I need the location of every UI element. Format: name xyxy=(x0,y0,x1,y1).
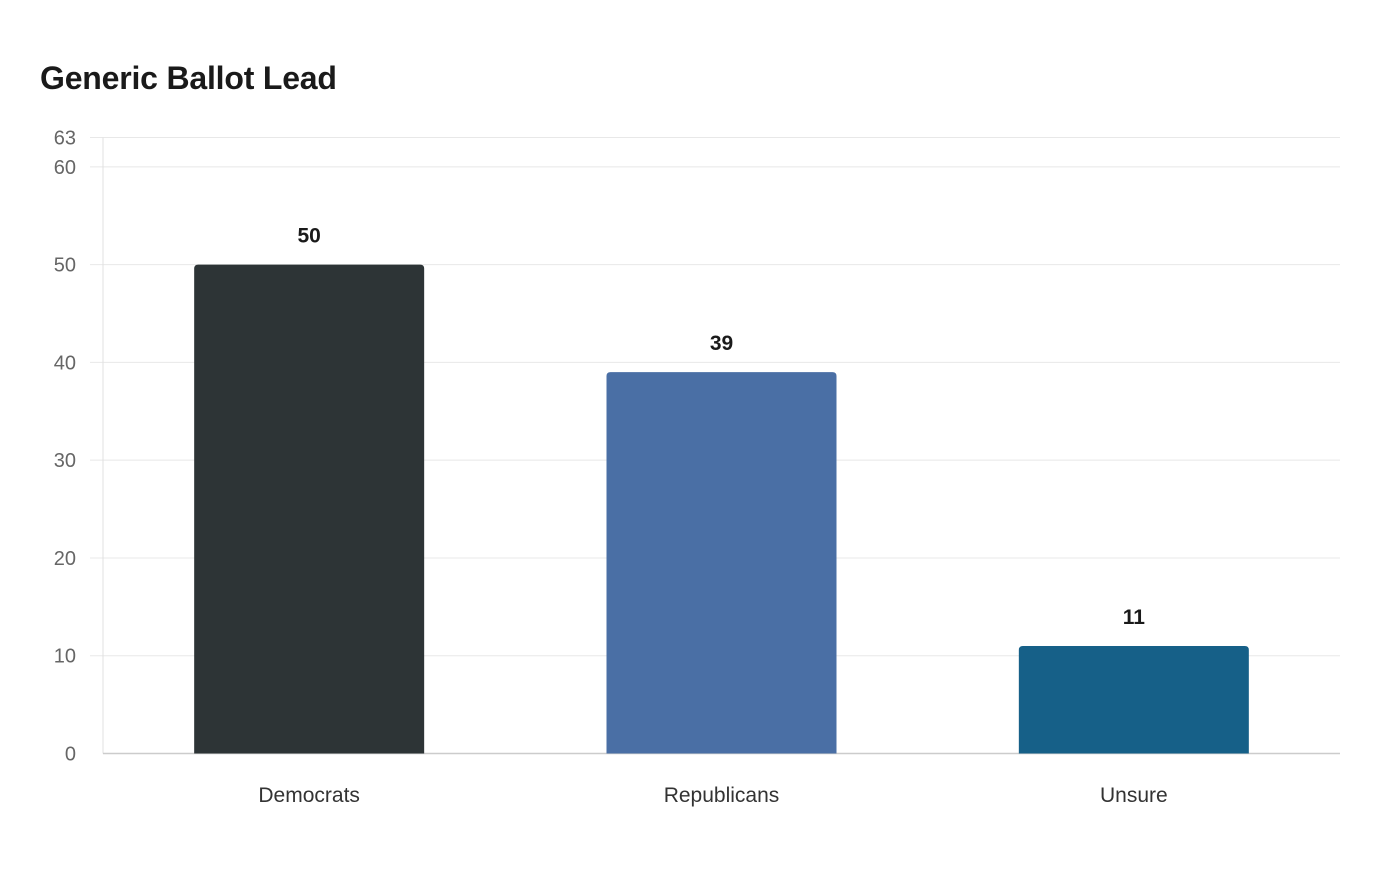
bar-republicans[interactable] xyxy=(606,372,837,754)
data-label-democrats: 50 xyxy=(297,225,320,248)
y-axis-ticks: 0 10 20 30 40 50 60 63 xyxy=(54,128,76,766)
y-tick-label: 40 xyxy=(54,352,76,374)
y-tick-label: 60 xyxy=(54,157,76,179)
y-tick-label: 20 xyxy=(54,548,76,570)
data-labels: 50 39 11 xyxy=(297,225,1145,629)
category-label-unsure: Unsure xyxy=(1100,784,1168,807)
data-label-unsure: 11 xyxy=(1123,606,1146,629)
y-tick-label: 0 xyxy=(65,744,76,766)
category-label-republicans: Republicans xyxy=(664,784,780,807)
category-labels: Democrats Republicans Unsure xyxy=(258,784,1167,807)
bar-unsure[interactable] xyxy=(1018,645,1249,754)
y-tick-label: 10 xyxy=(54,646,76,668)
category-label-democrats: Democrats xyxy=(258,784,360,807)
bar-democrats[interactable] xyxy=(194,264,425,754)
y-tick-label: 50 xyxy=(54,255,76,277)
data-label-republicans: 39 xyxy=(710,332,733,355)
y-tick-label: 30 xyxy=(54,450,76,472)
bars xyxy=(194,264,1249,754)
y-tick-label: 63 xyxy=(54,128,76,150)
chart-title: Generic Ballot Lead xyxy=(40,60,337,96)
